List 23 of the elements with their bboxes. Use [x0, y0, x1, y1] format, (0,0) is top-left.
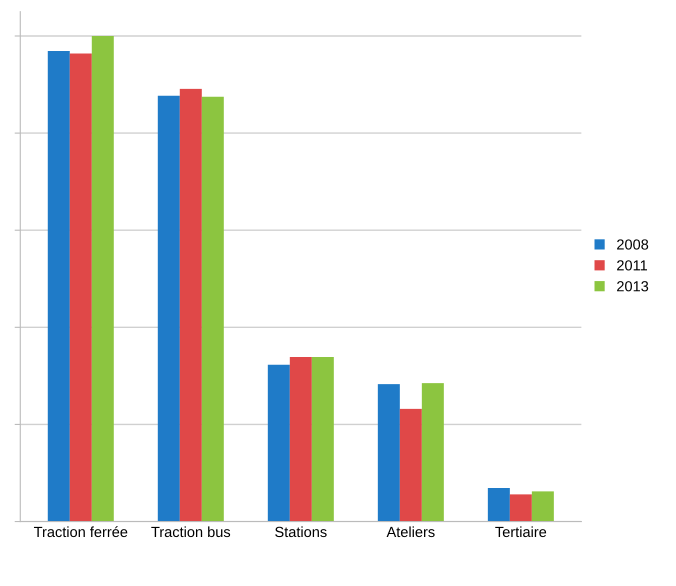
- bar: [158, 96, 180, 522]
- bar: [312, 356, 334, 522]
- bar: [510, 494, 532, 522]
- bar: [378, 384, 400, 522]
- bar: [180, 88, 202, 522]
- x-tick-label: Tertiaire: [495, 526, 546, 538]
- x-tick-label: Stations: [275, 526, 327, 538]
- bar: [70, 53, 92, 522]
- legend-label: 2008: [617, 239, 648, 250]
- bar: [422, 383, 444, 522]
- legend-label: 2013: [617, 281, 648, 292]
- x-tick-label: Traction ferrée: [34, 526, 128, 538]
- bar: [202, 96, 224, 522]
- legend-label: 2011: [617, 260, 648, 271]
- x-tick-label: Ateliers: [386, 526, 435, 538]
- bar: [48, 51, 70, 522]
- bar: [290, 356, 312, 522]
- x-tick-label: Traction bus: [151, 526, 230, 538]
- bar: [488, 488, 510, 522]
- bar: [532, 491, 554, 522]
- bar: [92, 36, 114, 522]
- bar: [400, 408, 422, 522]
- bar: [268, 364, 290, 522]
